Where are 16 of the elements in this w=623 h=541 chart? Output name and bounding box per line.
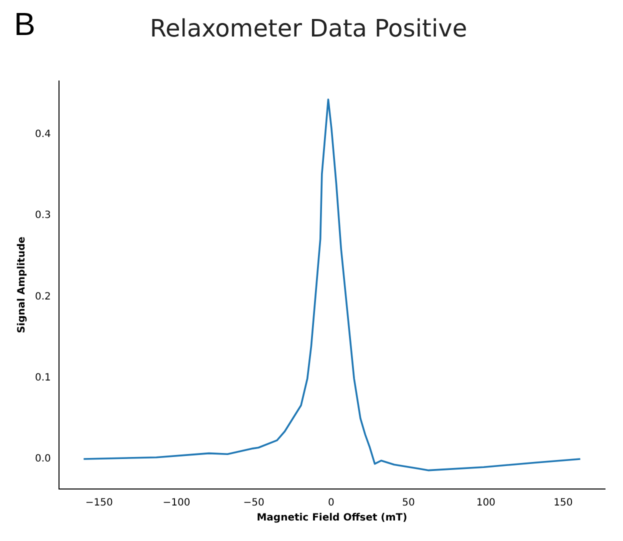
x-tick-label: −150 <box>85 498 113 509</box>
x-tick-label: −50 <box>243 498 264 509</box>
x-tick-label: 0 <box>328 498 334 509</box>
chart-title: Relaxometer Data Positive <box>150 14 468 43</box>
y-tick-label: 0.1 <box>34 372 51 384</box>
y-tick-label: 0.3 <box>34 210 51 222</box>
y-axis-title: Signal Amplitude <box>16 236 28 334</box>
x-tick-label: 150 <box>554 498 573 509</box>
text: B <box>14 6 36 42</box>
x-tick-label: −100 <box>162 498 190 509</box>
x-axis-title: Magnetic Field Offset (mT) <box>256 512 408 524</box>
x-tick-label: 100 <box>476 498 496 509</box>
y-tick-label: 0.4 <box>34 128 51 140</box>
y-tick-label: 0.0 <box>34 454 51 465</box>
y-tick-label: 0.2 <box>34 291 51 302</box>
x-tick-label: 50 <box>402 498 415 509</box>
